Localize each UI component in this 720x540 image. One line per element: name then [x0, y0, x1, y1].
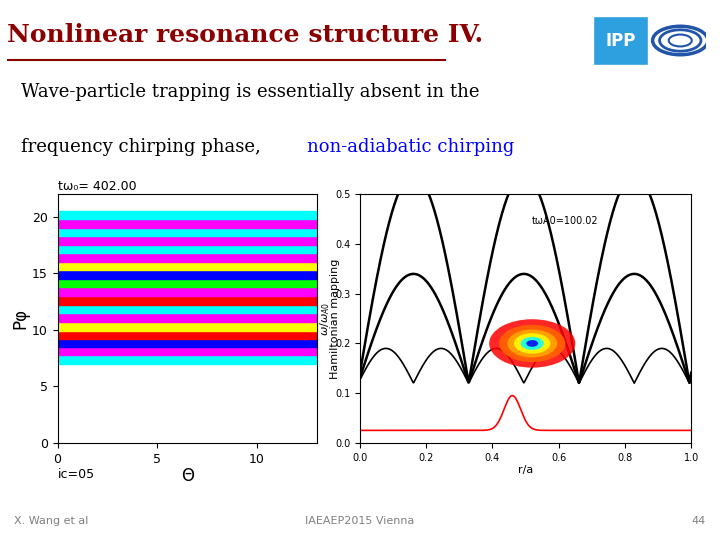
Bar [58, 287, 317, 296]
Bar [58, 245, 317, 253]
Bar [58, 322, 317, 331]
Y-axis label: $\omega/\omega_{A0}$: $\omega/\omega_{A0}$ [318, 301, 332, 336]
Bar [58, 347, 317, 355]
Bar [58, 253, 317, 262]
Text: IPP: IPP [606, 31, 636, 50]
Bar [58, 313, 317, 322]
Ellipse shape [526, 340, 538, 347]
Bar [58, 331, 317, 339]
Text: IAEAEP2015 Vienna: IAEAEP2015 Vienna [305, 516, 415, 526]
Bar [58, 262, 317, 270]
Bar [58, 236, 317, 245]
FancyBboxPatch shape [593, 16, 648, 65]
Text: Wave-particle trapping is essentially absent in the: Wave-particle trapping is essentially ab… [22, 83, 480, 100]
Text: Nonlinear resonance structure IV.: Nonlinear resonance structure IV. [7, 23, 483, 47]
Text: frequency chirping phase,: frequency chirping phase, [22, 138, 267, 157]
Text: ic=05: ic=05 [58, 468, 95, 481]
Bar [58, 228, 317, 236]
Bar [58, 219, 317, 228]
X-axis label: r/a: r/a [518, 465, 534, 475]
Text: Hamiltonian mapping: Hamiltonian mapping [330, 259, 340, 379]
Ellipse shape [514, 333, 550, 354]
Bar [58, 305, 317, 313]
Bar [58, 355, 317, 364]
Ellipse shape [508, 329, 557, 357]
Bar [58, 339, 317, 347]
Text: X. Wang et al: X. Wang et al [14, 516, 89, 526]
Bar [58, 270, 317, 279]
Y-axis label: Pφ: Pφ [12, 308, 30, 329]
Text: 44: 44 [691, 516, 706, 526]
Ellipse shape [499, 325, 565, 362]
Text: non-adiabatic chirping: non-adiabatic chirping [307, 138, 515, 157]
Text: tωA0=100.02: tωA0=100.02 [532, 216, 599, 226]
Bar [58, 296, 317, 305]
X-axis label: Θ: Θ [181, 467, 194, 485]
Ellipse shape [489, 319, 575, 368]
Ellipse shape [521, 337, 544, 350]
Text: tω₀= 402.00: tω₀= 402.00 [58, 180, 136, 193]
Bar [58, 211, 317, 219]
Bar [58, 279, 317, 287]
